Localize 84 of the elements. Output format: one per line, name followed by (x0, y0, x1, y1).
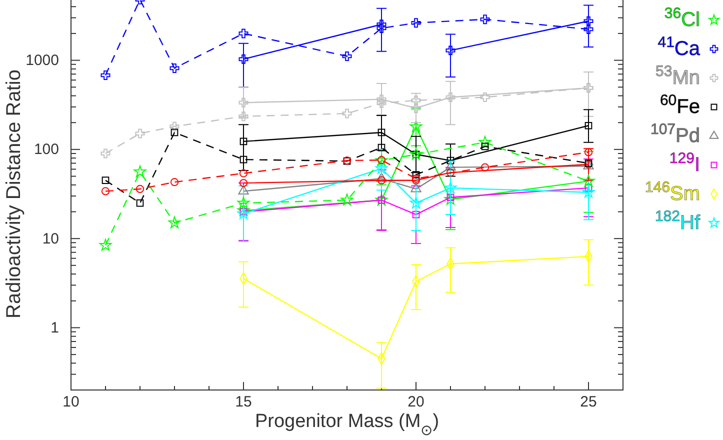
point (480, 92, 490, 102)
y-axis-title: Radioactivity Distance Ratio (3, 70, 25, 318)
point (410, 120, 422, 132)
point (480, 163, 490, 172)
x-tick-label: 15 (235, 394, 252, 411)
point (410, 148, 422, 160)
point (238, 54, 248, 64)
point (237, 207, 250, 220)
point (410, 196, 422, 208)
point (170, 63, 180, 73)
point (376, 94, 386, 104)
point (378, 144, 386, 152)
point (238, 112, 248, 122)
point (170, 128, 178, 136)
point (446, 156, 454, 164)
point (376, 98, 386, 108)
y-tick-label: 1 (50, 320, 59, 336)
text: $^{182}$Hf (654, 208, 700, 234)
point (100, 70, 110, 80)
point (168, 216, 181, 228)
text: $^{60}$Fe (660, 92, 700, 118)
text: $^{53}$Mn (656, 62, 700, 89)
point (444, 181, 457, 194)
point (444, 192, 457, 205)
point (136, 184, 144, 194)
point (446, 46, 456, 56)
point (238, 28, 248, 38)
point (238, 185, 249, 194)
text: $^{107}$Pd (650, 120, 700, 147)
y-tick-label: 100 (34, 141, 59, 158)
y-tick-label: 1000 (26, 52, 59, 70)
point (101, 187, 110, 196)
point (584, 148, 593, 156)
point (376, 23, 386, 33)
point (446, 168, 455, 177)
point (99, 238, 112, 251)
point (481, 142, 489, 150)
point (376, 172, 387, 182)
text: $^{129}$I (669, 150, 700, 176)
point (239, 169, 248, 178)
point (412, 171, 420, 178)
point (411, 103, 421, 113)
point (170, 178, 179, 186)
point (237, 196, 250, 208)
point (136, 199, 144, 207)
point (100, 148, 110, 158)
point (584, 16, 594, 26)
point (478, 136, 492, 148)
point (480, 14, 490, 24)
text: $^{146}$Sm (644, 178, 700, 205)
point (342, 108, 352, 118)
y-tick-label: 10 (42, 230, 59, 248)
point (237, 204, 250, 216)
point (582, 186, 595, 198)
point (170, 122, 180, 132)
x-tick-label: 25 (580, 394, 597, 411)
point (410, 182, 422, 192)
point (238, 98, 248, 108)
point (411, 96, 421, 106)
point (411, 18, 421, 28)
text: $^{41}$Ca (658, 34, 701, 60)
text: $^{36}$Cl (664, 4, 700, 31)
point (375, 194, 388, 206)
point (135, 128, 145, 138)
point (446, 92, 456, 102)
point (377, 176, 386, 184)
point (375, 162, 388, 174)
point (584, 122, 592, 130)
x-tick-label: 20 (408, 394, 424, 411)
point (584, 24, 594, 34)
point (376, 20, 386, 30)
point (240, 156, 248, 164)
point (239, 178, 248, 188)
point (240, 138, 248, 146)
point (378, 128, 386, 136)
point (412, 210, 420, 218)
x-axis-title: Progenitor Mass (M$_{⊙}$) (254, 411, 440, 439)
point (584, 184, 592, 192)
point (342, 52, 352, 62)
point (102, 176, 110, 184)
point (445, 161, 456, 171)
x-tick-label: 10 (62, 394, 80, 411)
point (340, 194, 354, 206)
point (134, 165, 146, 178)
